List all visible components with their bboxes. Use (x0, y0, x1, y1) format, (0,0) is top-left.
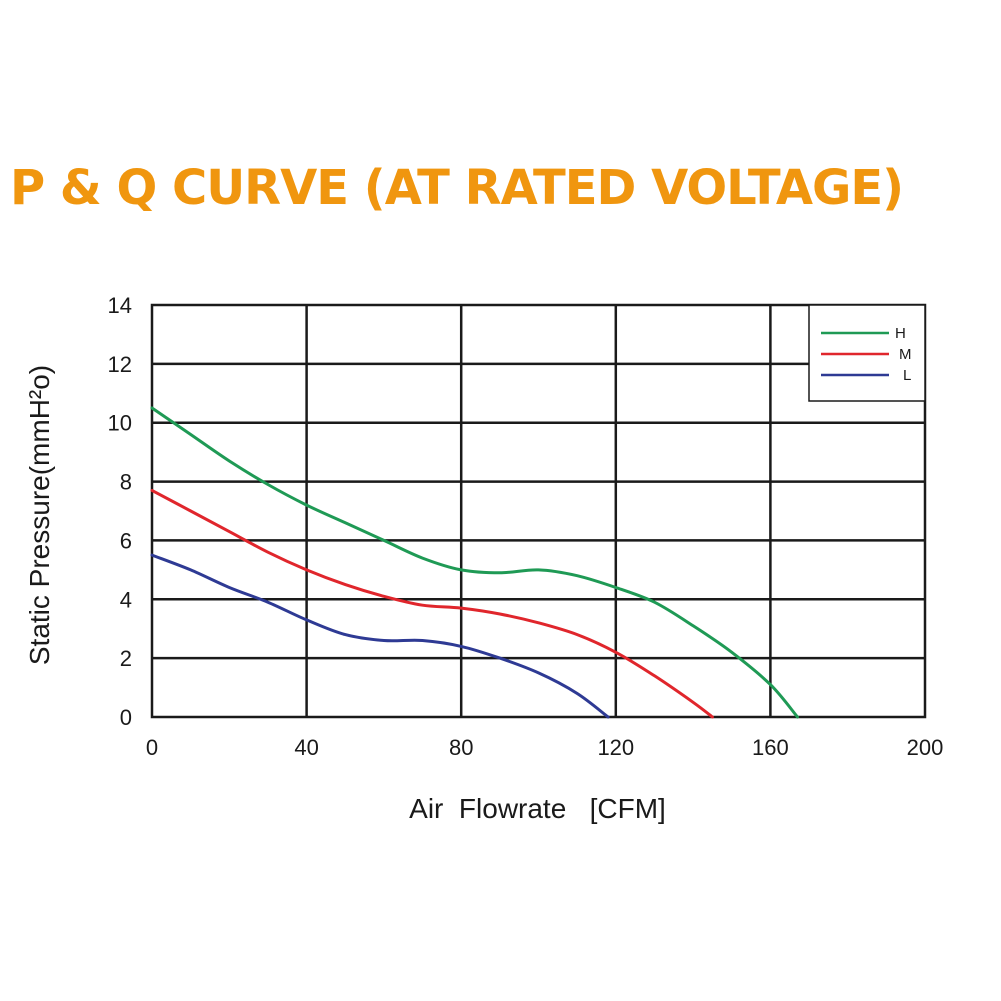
legend-label-h: H (895, 325, 906, 342)
y-tick-label: 10 (108, 411, 132, 436)
series-lines (150, 406, 799, 719)
x-axis-label: Air Flowrate [CFM] (409, 793, 666, 824)
x-tick-label: 200 (907, 735, 944, 760)
legend: HML (808, 304, 926, 402)
y-tick-label: 0 (120, 705, 132, 730)
plot-frame (150, 303, 927, 719)
y-tick-label: 14 (108, 293, 132, 318)
series-line-h (150, 406, 799, 719)
x-tick-label: 160 (752, 735, 789, 760)
legend-label-m: M (899, 346, 912, 363)
x-tick-label: 80 (449, 735, 473, 760)
series-line-l (150, 553, 610, 719)
y-tick-label: 2 (120, 646, 132, 671)
x-tick-label: 0 (146, 735, 158, 760)
x-tick-label: 120 (597, 735, 634, 760)
legend-label-l: L (903, 367, 911, 384)
y-tick-label: 4 (120, 587, 132, 612)
chart-title: P & Q CURVE (AT RATED VOLTAGE) (10, 160, 904, 216)
tick-labels: 0 40 80 120 160 200 0 2 4 6 8 10 12 14 (108, 293, 944, 760)
grid-lines (152, 305, 925, 717)
y-tick-label: 12 (108, 352, 132, 377)
y-axis-label: Static Pressure(mmH²o) (24, 365, 55, 665)
y-tick-label: 8 (120, 470, 132, 495)
y-tick-label: 6 (120, 528, 132, 553)
x-tick-label: 40 (294, 735, 318, 760)
series-line-m (150, 488, 714, 719)
